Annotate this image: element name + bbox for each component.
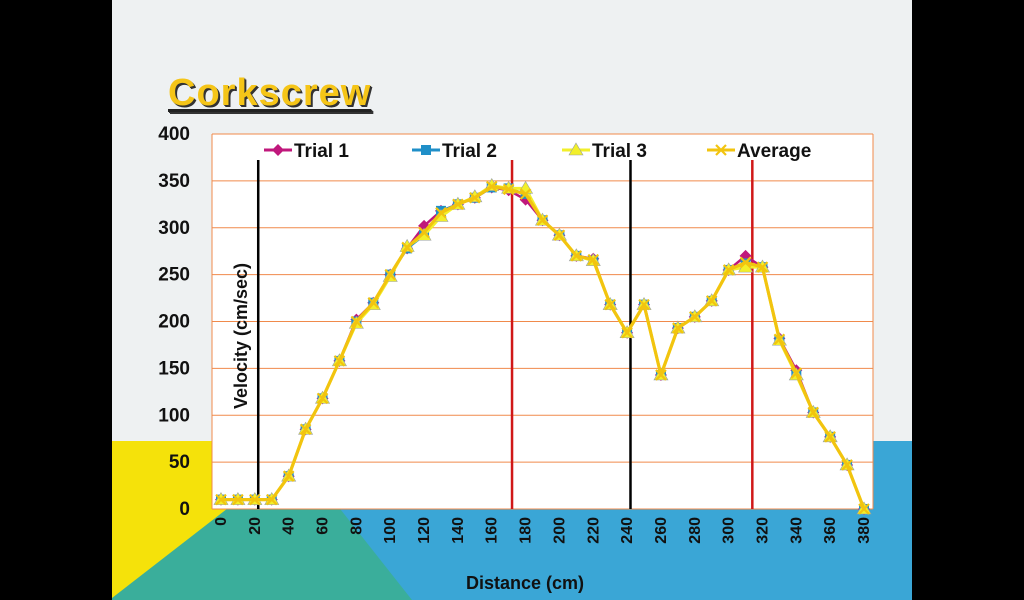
- data-point-3-12: [418, 226, 430, 239]
- y-tick-label: 50: [169, 452, 190, 473]
- data-point-3-35: [807, 406, 820, 419]
- legend-swatch-marker: [568, 142, 584, 156]
- series-average: [215, 180, 870, 515]
- data-point-3-19: [536, 214, 549, 227]
- data-point-3-4: [282, 470, 295, 482]
- data-point-3-18: [519, 188, 532, 200]
- data-point-3-20: [553, 229, 566, 242]
- data-point-3-23: [604, 298, 616, 311]
- y-tick-label: 400: [158, 124, 190, 145]
- x-tick-label: 240: [619, 517, 636, 544]
- blue-band-shape: [337, 441, 912, 600]
- data-point-3-27: [672, 322, 684, 334]
- data-point-3-37: [841, 459, 853, 471]
- data-point-3-8: [350, 315, 363, 328]
- x-tick-label: 80: [348, 517, 365, 535]
- data-point-3-6: [316, 392, 329, 405]
- x-tick-label: 0: [213, 517, 230, 526]
- data-point-3-25: [638, 298, 650, 311]
- data-point-3-29: [705, 295, 718, 307]
- x-tick-labels: 0 20 40 60 80 100 120 140 160 180 200 220 240 260 280 3…: [213, 517, 873, 544]
- y-tick-label: 350: [158, 171, 190, 192]
- data-point-3-16: [485, 180, 498, 193]
- legend-swatch-marker: [715, 144, 727, 156]
- slide-title: Corkscrew: [168, 72, 372, 114]
- data-point-3-30: [722, 264, 735, 276]
- data-point-3-17: [502, 183, 515, 196]
- gridlines: [211, 133, 874, 510]
- y-axis-title: Velocity (cm/sec): [231, 263, 251, 409]
- legend-item-trial-1: Trial 1: [264, 141, 349, 162]
- y-tick-label: 250: [158, 265, 190, 286]
- y-tick-label: 150: [158, 358, 190, 379]
- x-tick-label: 360: [822, 517, 839, 544]
- x-tick-label: 40: [281, 517, 298, 535]
- data-point-3-15: [469, 191, 481, 204]
- x-tick-label: 300: [721, 517, 738, 544]
- legend-item-average: Average: [707, 141, 811, 162]
- legend-label: Trial 2: [442, 141, 497, 162]
- teal-corner-shape: [112, 505, 422, 600]
- series-layer: [213, 177, 872, 515]
- legend-swatch-marker: [272, 144, 284, 156]
- data-point-3-34: [790, 367, 803, 379]
- velocity-chart: 0 50 100 150 200 250 300 350 400 0 20 40 60 80 100 120…: [158, 124, 874, 593]
- x-tick-label: 60: [315, 517, 332, 535]
- data-point-3-36: [824, 431, 836, 443]
- data-point-3-5: [299, 423, 312, 436]
- legend-label: Average: [737, 141, 811, 162]
- data-point-3-32: [756, 261, 769, 273]
- x-tick-label: 260: [653, 517, 670, 544]
- legend: Trial 1 Trial 2 Trial 3 Average: [264, 141, 811, 162]
- legend-label: Trial 1: [294, 141, 349, 162]
- x-tick-label: 320: [754, 517, 771, 544]
- data-point-3-2: [249, 493, 261, 506]
- x-tick-label: 340: [788, 517, 805, 544]
- data-point-3-7: [333, 355, 346, 367]
- x-tick-label: 280: [687, 517, 704, 544]
- data-point-3-11: [401, 241, 413, 254]
- data-point-3-14: [452, 198, 464, 211]
- data-point-3-0: [215, 493, 227, 506]
- legend-swatch-marker: [421, 145, 431, 155]
- x-tick-label: 100: [382, 517, 399, 544]
- data-point-3-26: [655, 369, 667, 381]
- x-tick-label: 120: [416, 517, 433, 544]
- y-tick-label: 200: [158, 312, 190, 333]
- data-point-3-31: [739, 256, 752, 269]
- data-point-3-13: [435, 206, 447, 219]
- data-point-3-28: [689, 311, 701, 323]
- y-tick-label: 100: [158, 405, 190, 426]
- data-point-3-1: [232, 493, 244, 506]
- x-tick-label: 380: [856, 517, 873, 544]
- legend-item-trial-2: Trial 2: [412, 141, 497, 162]
- x-tick-label: 20: [247, 517, 264, 535]
- data-point-3-10: [384, 268, 396, 281]
- data-point-3-33: [773, 333, 786, 346]
- legend-item-trial-3: Trial 3: [562, 141, 647, 162]
- x-tick-label: 220: [585, 517, 602, 544]
- x-tick-label: 160: [484, 517, 501, 544]
- data-point-3-21: [570, 250, 583, 262]
- data-point-3-38: [858, 503, 870, 515]
- y-tick-labels: 0 50 100 150 200 250 300 350 400: [158, 124, 190, 520]
- legend-label: Trial 3: [592, 141, 647, 162]
- data-point-3-3: [265, 493, 278, 506]
- x-tick-label: 140: [450, 517, 467, 544]
- slide: Corkscrew 0 50 100 150 200 250 300 350 400 0 20 40…: [112, 0, 912, 600]
- x-tick-label: 180: [518, 517, 535, 544]
- data-point-3-22: [587, 253, 600, 266]
- x-tick-label: 200: [551, 517, 568, 544]
- data-point-3-9: [367, 296, 380, 309]
- y-tick-label: 300: [158, 218, 190, 239]
- x-axis-title: Distance (cm): [466, 573, 584, 593]
- data-point-3-24: [621, 326, 633, 339]
- y-tick-label: 0: [179, 499, 190, 520]
